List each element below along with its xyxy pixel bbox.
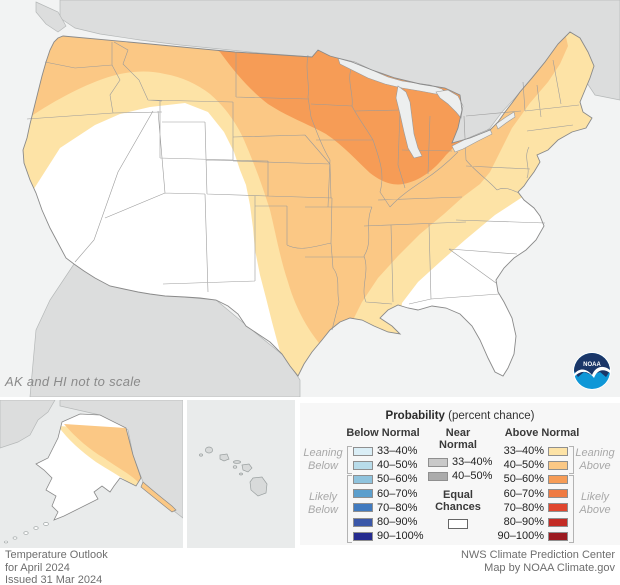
footer-credit: NWS Climate Prediction Center Map by NOA… xyxy=(461,549,615,574)
footer-credit-line2: Map by NOAA Climate.gov xyxy=(484,561,615,574)
below-swatch-60-70 xyxy=(353,489,373,499)
legend-equal-chances: Equal Chances xyxy=(423,489,493,529)
hawaii-inset-image xyxy=(187,400,295,548)
island-oahu xyxy=(219,453,230,462)
island-lanai xyxy=(232,465,238,469)
alaska-shading xyxy=(58,424,141,490)
legend-row: 40–50% xyxy=(428,469,492,483)
legend-row: 80–90% xyxy=(353,515,424,529)
footer-title-line2: for April 2024 xyxy=(5,561,70,574)
below-swatch-50-60 xyxy=(353,474,373,484)
below-swatch-40-50 xyxy=(353,460,373,470)
legend-row: 33–40% xyxy=(428,455,492,469)
hawaiian-islands xyxy=(199,446,268,497)
conus-map: AK and HI not to scale NOAA xyxy=(0,0,620,398)
russia-landmass xyxy=(0,399,56,449)
vancouver-island xyxy=(35,1,67,33)
legend-row: 90–100% xyxy=(496,529,568,543)
alaska-inset-image xyxy=(0,399,184,548)
lake-erie xyxy=(451,128,493,153)
legend-row: 50–60% xyxy=(496,472,568,486)
footer-credit-line1: NWS Climate Prediction Center xyxy=(460,549,615,561)
alaska-inset xyxy=(0,399,184,548)
legend-above-normal-rows: 33–40% 40–50% 50–60% 60–70% 70–80% 80–90… xyxy=(496,444,568,543)
above-swatch-60-70 xyxy=(548,489,568,499)
likely-above-bracket xyxy=(569,475,574,543)
leaning-above-bracket xyxy=(569,446,574,474)
legend-row: 80–90% xyxy=(496,515,568,529)
legend-row: 60–70% xyxy=(496,487,568,501)
leaning-below-bracket xyxy=(347,446,352,474)
island-molokai xyxy=(233,460,241,464)
above-swatch-33-40 xyxy=(548,446,568,456)
island-niihau xyxy=(199,453,203,457)
legend-title: Probability (percent chance) xyxy=(300,410,620,422)
noaa-logo: NOAA xyxy=(572,351,612,391)
conus-map-image xyxy=(0,0,620,398)
equal-chances-label: Equal Chances xyxy=(435,489,481,513)
below-swatch-33-40 xyxy=(353,446,373,456)
legend-row: 40–50% xyxy=(496,458,568,472)
aleutian-islands xyxy=(4,522,49,544)
below-swatch-90-100 xyxy=(353,531,373,541)
footer-title-line3: Issued 31 Mar 2024 xyxy=(5,574,103,585)
alaska-panhandle xyxy=(140,481,177,513)
leaning-above-annotation: Leaning Above xyxy=(575,447,615,472)
lake-huron xyxy=(435,89,464,119)
leaning-below-annotation: Leaning Below xyxy=(303,447,343,472)
above-swatch-50-60 xyxy=(548,474,568,484)
map-scale-note: AK and HI not to scale xyxy=(5,374,141,389)
legend-row: 33–40% xyxy=(353,444,424,458)
legend-row: 33–40% xyxy=(496,444,568,458)
island-kauai xyxy=(205,446,213,454)
footer-title-line1: Temperature Outlook xyxy=(5,549,108,561)
conus-outline xyxy=(22,31,595,377)
legend-near-normal-rows: 33–40% 40–50% xyxy=(428,455,492,483)
near-swatch-33-40 xyxy=(428,457,448,467)
legend-row: 90–100% xyxy=(353,529,424,543)
above-swatch-90-100 xyxy=(548,531,568,541)
legend-row: 70–80% xyxy=(496,501,568,515)
great-lakes xyxy=(337,57,516,159)
state-borders xyxy=(26,41,580,331)
legend-row: 60–70% xyxy=(353,487,424,501)
alaska-outline xyxy=(35,413,142,521)
legend-title-suffix: (percent chance) xyxy=(444,410,535,422)
near-swatch-40-50 xyxy=(428,471,448,481)
legend-above-normal-header: Above Normal xyxy=(504,427,580,439)
island-hawaii xyxy=(249,476,268,497)
island-kahoolawe xyxy=(239,472,243,476)
above-swatch-70-80 xyxy=(548,503,568,513)
above-swatch-80-90 xyxy=(548,517,568,527)
noaa-logo-icon: NOAA xyxy=(573,352,611,390)
legend-below-normal-header: Below Normal xyxy=(346,427,420,439)
legend-row: 70–80% xyxy=(353,501,424,515)
lake-michigan xyxy=(395,85,423,159)
ak-band-40-50 xyxy=(64,424,141,482)
noaa-logo-text: NOAA xyxy=(583,362,601,368)
likely-below-bracket xyxy=(347,475,352,543)
lake-ontario xyxy=(495,111,516,130)
below-swatch-80-90 xyxy=(353,517,373,527)
legend-title-bold: Probability xyxy=(385,410,445,422)
legend-below-normal-rows: 33–40% 40–50% 50–60% 60–70% 70–80% 80–90… xyxy=(353,444,424,543)
legend-near-normal-header: Near Normal xyxy=(439,427,477,451)
legend-row: 50–60% xyxy=(353,472,424,486)
footer-title: Temperature Outlook for April 2024 Issue… xyxy=(5,549,108,585)
island-maui xyxy=(241,463,253,473)
likely-above-annotation: Likely Above xyxy=(579,491,611,516)
below-swatch-70-80 xyxy=(353,503,373,513)
above-swatch-40-50 xyxy=(548,460,568,470)
likely-below-annotation: Likely Below xyxy=(308,491,338,516)
legend-panel: Probability (percent chance) Below Norma… xyxy=(300,403,620,545)
hawaii-inset xyxy=(187,400,295,548)
equal-chances-swatch xyxy=(448,519,468,529)
legend-row: 40–50% xyxy=(353,458,424,472)
